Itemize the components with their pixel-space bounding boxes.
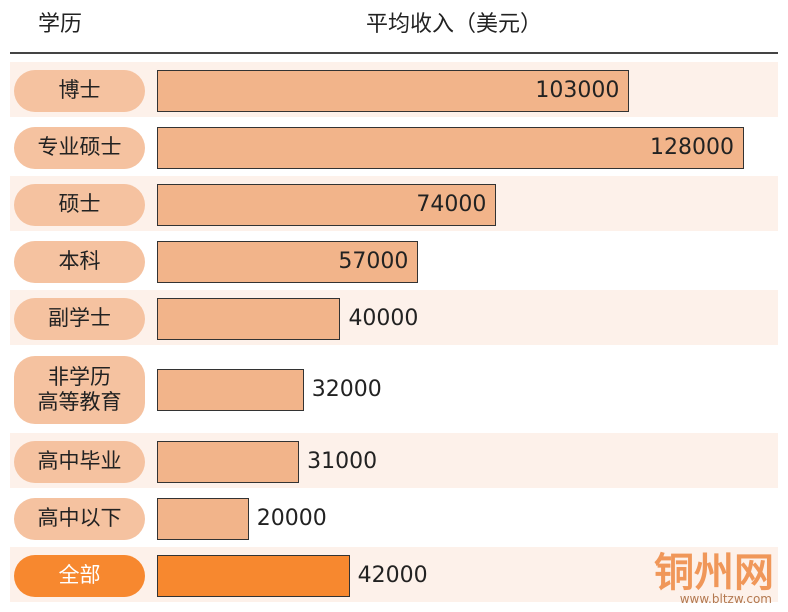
watermark: 铜州网: [654, 549, 774, 596]
category-label: 硕士: [14, 183, 145, 226]
header-rule: [10, 52, 778, 54]
bar: [157, 297, 341, 340]
bar: [157, 369, 304, 411]
bar: [157, 69, 630, 112]
bar: [157, 554, 350, 597]
category-label: 专业硕士: [14, 126, 145, 169]
value-label: 31000: [307, 448, 378, 474]
category-label: 高中以下: [14, 497, 145, 540]
category-header: 学历: [38, 12, 83, 37]
bar: [157, 440, 300, 483]
value-label: 103000: [535, 77, 620, 103]
value-header: 平均收入（美元）: [366, 12, 543, 37]
bar: [157, 240, 419, 283]
value-label: 40000: [348, 305, 419, 331]
value-label: 20000: [256, 505, 327, 531]
value-label: 74000: [416, 191, 487, 217]
bar: [157, 497, 249, 540]
bar: [157, 126, 744, 169]
category-label: 副学士: [14, 297, 145, 340]
category-label: 博士: [14, 69, 145, 112]
category-label: 本科: [14, 240, 145, 283]
value-label: 57000: [338, 248, 409, 274]
category-label: 非学历 高等教育: [14, 356, 145, 424]
value-label: 128000: [650, 134, 734, 160]
watermark-url: www.bltzw.com: [679, 592, 772, 606]
category-label: 高中毕业: [14, 440, 145, 483]
value-label: 32000: [311, 377, 382, 402]
bar: [157, 183, 497, 226]
category-label: 全部: [14, 554, 145, 597]
value-label: 42000: [357, 562, 428, 588]
